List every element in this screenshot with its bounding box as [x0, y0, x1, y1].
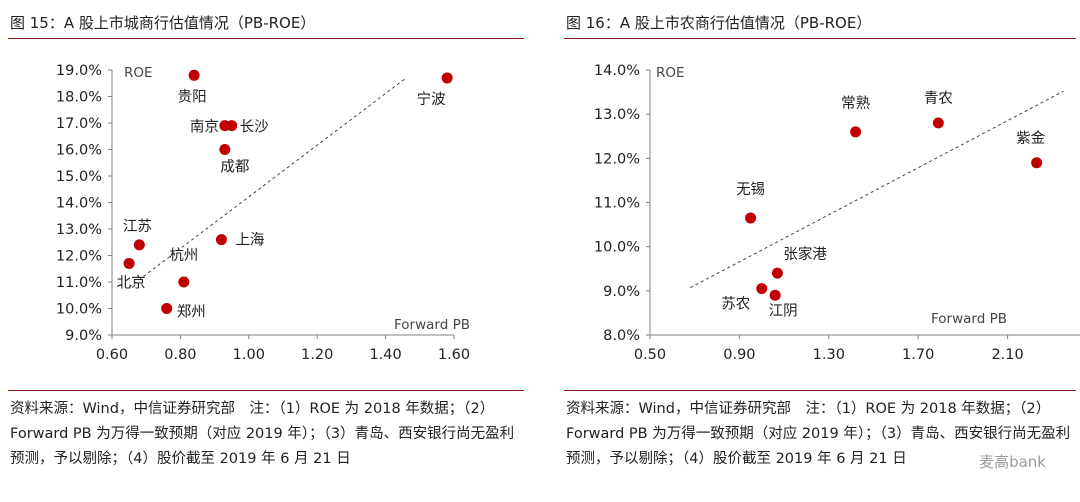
- data-point: [226, 120, 238, 132]
- y-tick-label: 13.0%: [594, 107, 640, 123]
- data-point: [850, 126, 862, 138]
- figure-title: 图 16：A 股上市农商行估值情况（PB-ROE）: [566, 14, 872, 32]
- x-tick-label: 1.70: [902, 347, 934, 363]
- chart-panel-left: 图 15：A 股上市城商行估值情况（PB-ROE） 9.0% 10.0% 11.0%…: [0, 0, 528, 502]
- trend-line: [689, 90, 1064, 289]
- point-label: 成都: [220, 159, 249, 176]
- trend-line: [128, 77, 407, 288]
- source-note: 资料来源：Wind，中信证券研究部 注：（1）ROE 为 2018 年数据；（2…: [10, 401, 515, 467]
- point-label: 紫金: [1016, 130, 1045, 147]
- y-tick-label: 15.0%: [56, 169, 102, 185]
- data-point: [769, 289, 781, 301]
- y-tick-label: 11.0%: [594, 196, 640, 212]
- x-tick-label: 0.50: [634, 347, 666, 363]
- figure-title: 图 15：A 股上市城商行估值情况（PB-ROE）: [10, 14, 316, 32]
- point-label: 常熟: [841, 95, 870, 112]
- y-tick-label: 16.0%: [56, 143, 102, 159]
- data-point: [771, 267, 783, 279]
- data-point: [756, 283, 768, 295]
- y-tick-label: 9.0%: [603, 284, 640, 300]
- point-label: 南京: [190, 119, 219, 136]
- title-rule: [8, 38, 524, 39]
- chart-panel-right: 图 16：A 股上市农商行估值情况（PB-ROE） 8.0% 9.0% 10.0% 1…: [556, 0, 1080, 502]
- x-tick-label: 1.40: [369, 347, 401, 363]
- title-rule: [564, 38, 1076, 39]
- y-tick-label: 19.0%: [56, 63, 102, 79]
- point-label: 贵阳: [178, 88, 207, 105]
- data-point: [745, 212, 757, 224]
- point-label: 苏农: [721, 296, 750, 313]
- data-point: [161, 303, 173, 314]
- scatter-chart-city-banks: 9.0% 10.0% 11.0% 12.0% 13.0% 14.0% 15.0% 16.0% 1…: [56, 63, 470, 363]
- y-tick-label: 14.0%: [56, 196, 102, 212]
- x-tick-label: 1.20: [301, 347, 333, 363]
- data-point: [133, 239, 145, 251]
- note-rule: [8, 390, 524, 391]
- point-label: 青农: [924, 90, 953, 107]
- y-axis-label: ROE: [656, 65, 685, 81]
- note-rule: [564, 390, 1076, 391]
- x-tick-label: 0.60: [96, 347, 128, 363]
- y-tick-label: 12.0%: [56, 249, 102, 265]
- x-tick-label: 1.00: [233, 347, 265, 363]
- point-label: 江阴: [769, 302, 798, 319]
- point-label: 江苏: [123, 218, 152, 235]
- y-tick-label: 9.0%: [65, 328, 102, 344]
- y-axis-label: ROE: [124, 65, 153, 81]
- y-tick-label: 18.0%: [56, 90, 102, 106]
- point-label: 杭州: [169, 247, 198, 264]
- data-point: [219, 144, 231, 155]
- y-tick-label: 10.0%: [594, 240, 640, 256]
- point-label: 宁波: [417, 91, 446, 108]
- y-tick-label: 14.0%: [594, 63, 640, 79]
- point-label: 长沙: [240, 119, 269, 136]
- point-label: 北京: [117, 274, 146, 291]
- x-axis-label: Forward PB: [931, 311, 1007, 327]
- x-tick-label: 2.10: [991, 347, 1023, 363]
- x-axis-label: Forward PB: [394, 317, 470, 333]
- x-tick-label: 0.80: [164, 347, 196, 363]
- point-label: 上海: [235, 232, 264, 249]
- data-point: [215, 234, 227, 246]
- data-point: [188, 69, 200, 81]
- data-point: [1031, 157, 1043, 169]
- point-label: 郑州: [177, 304, 206, 321]
- source-note: 资料来源：Wind，中信证券研究部 注：（1）ROE 为 2018 年数据；（2…: [566, 401, 1071, 467]
- data-point: [441, 72, 453, 84]
- x-tick-label: 1.30: [813, 347, 845, 363]
- point-label: 张家港: [783, 246, 827, 263]
- y-tick-label: 12.0%: [594, 151, 640, 167]
- x-tick-label: 0.90: [723, 347, 755, 363]
- data-point: [932, 117, 944, 129]
- data-point: [178, 276, 190, 288]
- x-tick-label: 1.60: [438, 347, 470, 363]
- point-label: 无锡: [736, 181, 765, 198]
- data-point: [123, 257, 135, 269]
- scatter-chart-rural-banks: 8.0% 9.0% 10.0% 11.0% 12.0% 13.0% 14.0% 0.50 0.9…: [594, 63, 1080, 363]
- y-tick-label: 11.0%: [56, 275, 102, 291]
- watermark-text: 麦高bank: [979, 453, 1046, 471]
- y-tick-label: 17.0%: [56, 116, 102, 132]
- y-tick-label: 8.0%: [603, 328, 640, 344]
- y-tick-label: 10.0%: [56, 302, 102, 318]
- y-tick-label: 13.0%: [56, 222, 102, 238]
